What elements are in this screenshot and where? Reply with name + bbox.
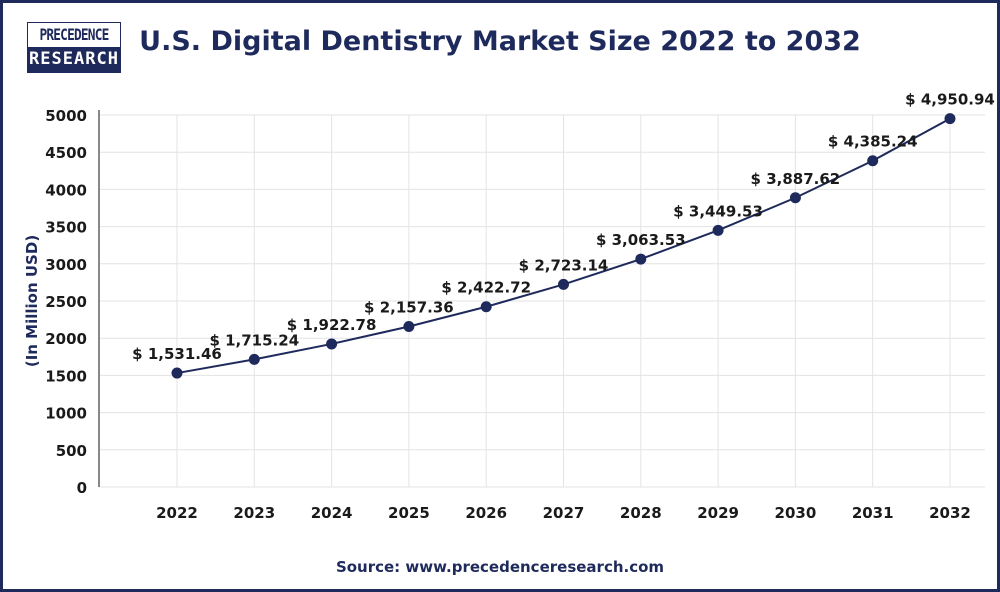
- y-tick-label: 4000: [45, 181, 87, 199]
- y-tick-label: 0: [77, 479, 87, 497]
- y-axis-label: (In Million USD): [23, 235, 41, 367]
- y-tick-label: 1000: [45, 405, 87, 423]
- logo-line1: PRECEDENCE: [37, 23, 111, 47]
- x-tick-label: 2022: [156, 504, 198, 522]
- data-point: [635, 253, 647, 265]
- x-tick-label: 2026: [465, 504, 507, 522]
- data-label: $ 3,063.53: [596, 231, 686, 249]
- source-text: Source: www.precedenceresearch.com: [335, 558, 665, 576]
- x-tick-label: 2028: [620, 504, 662, 522]
- data-point: [867, 155, 879, 167]
- data-label: $ 3,887.62: [751, 170, 841, 188]
- x-tick-label: 2030: [775, 504, 817, 522]
- data-point: [326, 338, 338, 350]
- x-tick-label: 2031: [852, 504, 894, 522]
- y-tick-label: 5000: [45, 107, 87, 125]
- data-label: $ 4,950.94: [905, 91, 995, 109]
- data-label: $ 1,922.78: [287, 316, 377, 334]
- data-point: [403, 320, 415, 332]
- data-point: [944, 113, 956, 125]
- chart-title: U.S. Digital Dentistry Market Size 2022 …: [139, 26, 861, 57]
- y-tick-label: 3000: [45, 256, 87, 274]
- x-tick-label: 2024: [311, 504, 353, 522]
- x-tick-label: 2032: [929, 504, 971, 522]
- y-tick-label: 2500: [45, 293, 87, 311]
- data-point: [480, 301, 492, 313]
- logo: PRECEDENCE RESEARCH: [27, 22, 121, 73]
- data-label: $ 1,531.46: [132, 345, 222, 363]
- logo-line2: RESEARCH: [28, 47, 120, 72]
- x-tick-label: 2027: [543, 504, 585, 522]
- data-point: [171, 367, 183, 379]
- data-label: $ 1,715.24: [209, 331, 299, 349]
- x-tick-label: 2023: [233, 504, 275, 522]
- x-tick-label: 2029: [697, 504, 739, 522]
- data-label: $ 2,422.72: [441, 279, 531, 297]
- data-point: [558, 278, 569, 290]
- x-tick-label: 2025: [388, 504, 430, 522]
- data-label: $ 2,157.36: [364, 298, 454, 316]
- y-tick-label: 2000: [45, 330, 87, 348]
- y-tick-label: 1500: [45, 367, 87, 385]
- data-label: $ 3,449.53: [673, 202, 763, 220]
- data-point: [248, 353, 260, 365]
- y-tick-label: 3500: [45, 219, 87, 237]
- data-point: [712, 224, 724, 236]
- y-tick-label: 500: [56, 442, 87, 460]
- data-point: [789, 192, 801, 204]
- data-label: $ 2,723.14: [519, 256, 609, 274]
- data-label: $ 4,385.24: [828, 133, 918, 151]
- y-tick-label: 4500: [45, 144, 87, 162]
